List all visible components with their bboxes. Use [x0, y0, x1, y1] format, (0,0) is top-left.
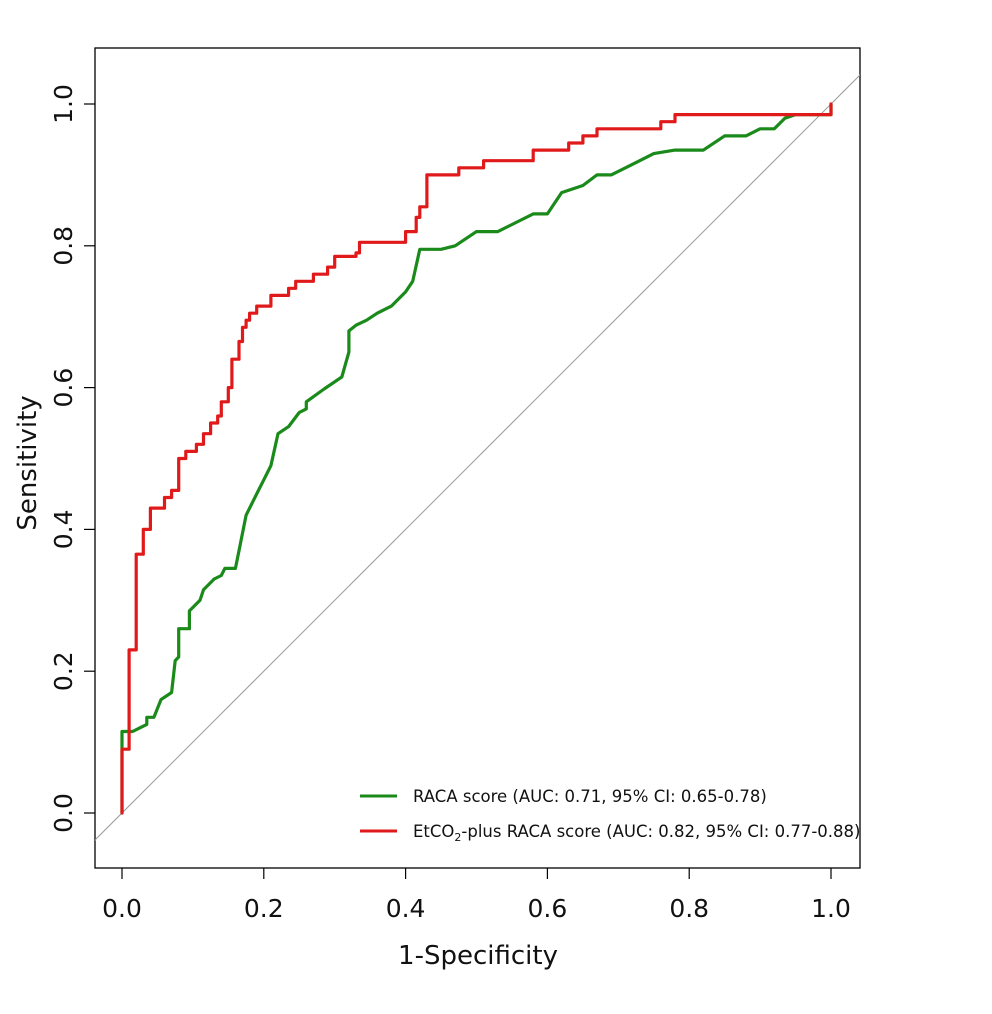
legend: RACA score (AUC: 0.71, 95% CI: 0.65-0.78… — [360, 787, 860, 844]
legend-label-etco2: EtCO2-plus RACA score (AUC: 0.82, 95% CI… — [413, 822, 860, 844]
y-tick-label: 0.8 — [49, 226, 78, 266]
x-tick-label: 0.4 — [386, 894, 426, 923]
y-tick-label: 0.2 — [49, 651, 78, 691]
reference-diagonal — [95, 74, 860, 841]
series-line-raca — [120, 102, 833, 815]
x-tick-label: 1.0 — [811, 894, 851, 923]
legend-label-etco2-prefix: EtCO — [413, 822, 454, 841]
y-tick-label: 1.0 — [49, 84, 78, 124]
legend-label-raca-text: RACA score — [413, 787, 507, 806]
legend-label-raca: RACA score (AUC: 0.71, 95% CI: 0.65-0.78… — [413, 787, 767, 806]
y-tick-label: 0.0 — [49, 793, 78, 833]
y-axis-title: Sensitivity — [13, 395, 43, 530]
x-tick-label: 0.8 — [669, 894, 709, 923]
y-tick-label: 0.6 — [49, 368, 78, 408]
legend-label-etco2-subscript: 2 — [454, 831, 461, 844]
series-line-etco2 — [120, 102, 833, 815]
y-tick-label: 0.4 — [49, 510, 78, 550]
x-axis-title: 1-Specificity — [398, 941, 558, 971]
x-axis-ticks: 0.0 0.2 0.4 0.6 0.8 1.0 — [102, 868, 851, 923]
x-tick-label: 0.0 — [102, 894, 142, 923]
x-tick-label: 0.2 — [244, 894, 284, 923]
legend-label-etco2-suffix: -plus RACA score (AUC: 0.82, 95% CI: 0.7… — [461, 822, 860, 841]
x-tick-label: 0.6 — [528, 894, 568, 923]
y-axis-ticks: 0.0 0.2 0.4 0.6 0.8 1.0 — [49, 84, 95, 833]
series-layer — [120, 102, 833, 815]
legend-label-raca-suffix: (AUC: 0.71, 95% CI: 0.65-0.78) — [507, 787, 767, 806]
